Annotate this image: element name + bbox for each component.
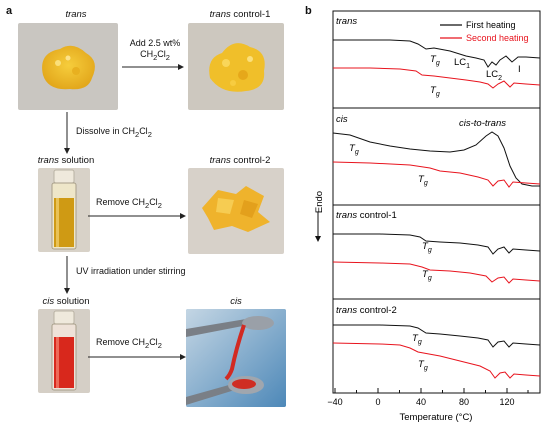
tg-label-c2-2: Tg (418, 359, 428, 372)
x-tick-label: 40 (416, 397, 426, 407)
tg-label-c2-1: Tg (412, 333, 422, 346)
title-control-1: trans control-1 (336, 210, 397, 221)
x-tick-label: 0 (375, 397, 380, 407)
xlabel: Temperature (°C) (400, 412, 473, 423)
arrow-remove-2 (88, 354, 186, 360)
step-remove-2: Remove CH2Cl2 (96, 337, 162, 350)
cis-to-trans-label: cis-to-trans (459, 118, 506, 129)
control-1-first-heating (333, 233, 541, 255)
control-2-first-heating (333, 324, 541, 348)
cis-second-heating (332, 161, 541, 188)
label-trans-control-2: trans control-2 (209, 155, 271, 166)
step-add: Add 2.5 wt% CH2Cl2 (129, 38, 181, 62)
cis-spoon-photo (186, 309, 286, 407)
control-2-second-heating (332, 342, 541, 379)
panel-b-letter: b (305, 5, 312, 17)
trans-control-1-photo (188, 23, 284, 110)
step-dissolve: Dissolve in CH2Cl2 (76, 126, 152, 139)
legend-first-label: First heating (466, 20, 516, 30)
trans-second-heating (333, 67, 541, 89)
arrow-remove-1 (88, 213, 186, 219)
plot-frame (332, 10, 541, 394)
title-cis: cis (336, 114, 348, 125)
tg-label-cis-1: Tg (349, 143, 359, 156)
endo-arrow-head (315, 236, 321, 242)
x-ticks: −40 0 40 80 120 (327, 388, 529, 407)
panel-a-letter: a (6, 5, 13, 17)
x-tick-label: 120 (499, 397, 514, 407)
step-uv: UV irradiation under stirring (76, 266, 186, 276)
trans-solution-vial-photo (38, 168, 90, 252)
tg-label-cis-2: Tg (418, 174, 428, 187)
cis-solution-vial-photo (38, 309, 90, 393)
x-tick-label: 80 (459, 397, 469, 407)
dsc-chart: trans cis trans control-1 trans control-… (314, 10, 541, 423)
trans-control-2-photo (188, 168, 284, 254)
arrow-dissolve (64, 112, 70, 154)
control-1-second-heating (332, 261, 541, 284)
tg-label-trans-2: Tg (430, 85, 440, 98)
label-trans: trans (65, 9, 87, 20)
tg-label-c1-2: Tg (422, 269, 432, 282)
label-trans-control-1: trans control-1 (209, 9, 271, 20)
ylabel: Endo (314, 191, 325, 213)
tg-label-c1-1: Tg (422, 241, 432, 254)
lc1-label: LC1 (454, 57, 470, 70)
iso-label: I (518, 64, 521, 75)
title-control-2: trans control-2 (336, 305, 397, 316)
label-cis-solution: cis solution (42, 296, 90, 307)
arrow-uv (64, 256, 70, 294)
label-cis: cis (230, 296, 242, 307)
label-trans-solution: trans solution (37, 155, 95, 166)
arrow-add (122, 64, 184, 70)
lc2-label: LC2 (486, 69, 502, 82)
tg-label-trans-1: Tg (430, 54, 440, 67)
title-trans: trans (336, 16, 357, 27)
step-remove-1: Remove CH2Cl2 (96, 197, 162, 210)
cis-first-heating (332, 131, 540, 187)
legend-second-label: Second heating (466, 33, 529, 43)
x-tick-label: −40 (327, 397, 342, 407)
trans-first-heating (333, 39, 541, 68)
trans-powder-photo (18, 23, 118, 110)
